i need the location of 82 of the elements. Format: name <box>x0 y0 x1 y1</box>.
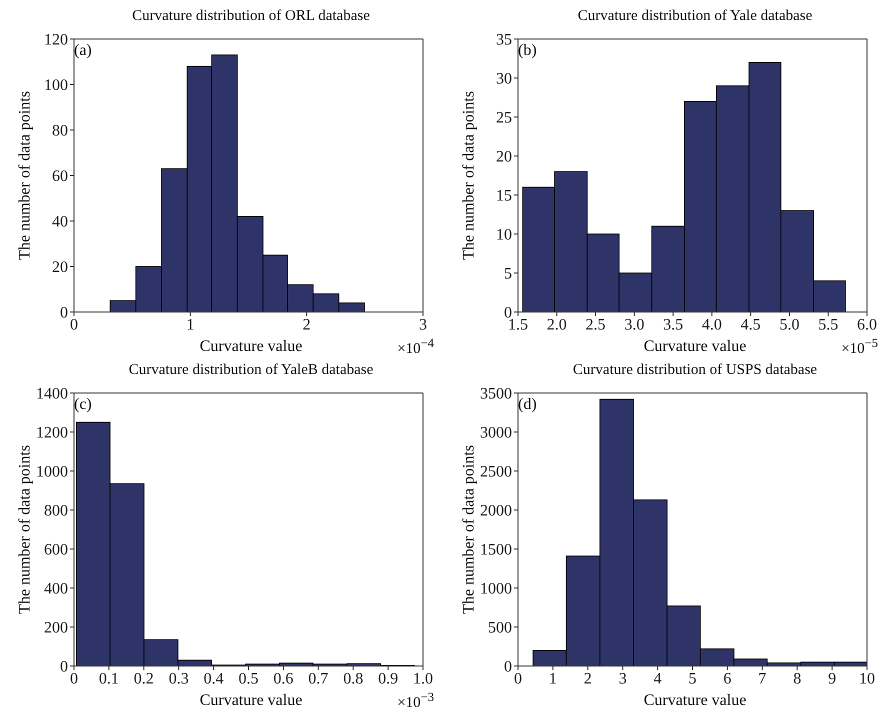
x-tick-label: 7 <box>758 670 766 688</box>
x-tick-label: 2.5 <box>586 316 606 334</box>
x-tick-label: 6.0 <box>857 316 877 334</box>
y-tick-label: 0 <box>60 304 68 322</box>
chart-title: Curvature distribution of Yale database <box>576 8 814 26</box>
y-tick-label: 800 <box>44 502 68 520</box>
text: ×10$^{−3}$ <box>397 690 434 712</box>
chart-title: Curvature distribution of USPS database <box>572 362 818 380</box>
y-tick-label: 100 <box>44 77 68 94</box>
x-axis-title: Curvature value <box>644 338 746 355</box>
x-tick-label: 0.1 <box>98 670 119 688</box>
y-tick-label: 20 <box>52 259 68 276</box>
y-tick-label: 1400 <box>36 386 68 403</box>
y-tick-label: 1200 <box>36 424 68 442</box>
x-axis-title: Curvature value <box>200 338 302 355</box>
x-tick-label: 0.3 <box>168 670 189 688</box>
x-tick-label: 0.2 <box>134 670 154 688</box>
x-tick-label: 5.5 <box>818 316 838 334</box>
x-tick-label: 0.7 <box>308 670 328 688</box>
x-tick-label: 6 <box>723 670 732 688</box>
y-axis-title: The number of data points <box>16 445 34 614</box>
x-axis-title: Curvature value <box>642 692 748 710</box>
x-tick-label: 0.4 <box>204 670 224 688</box>
y-tick-label: 1000 <box>36 464 68 481</box>
x-tick-label: 0.9 <box>378 670 398 688</box>
annotation: (b) <box>518 42 537 60</box>
x-tick-label: 0.5 <box>238 670 258 688</box>
y-axis-title: The number of data points <box>460 445 478 614</box>
y-tick-label: 80 <box>52 122 68 140</box>
x-tick-label: 4 <box>654 670 662 688</box>
x-tick-label: 5.0 <box>779 316 800 334</box>
x-tick-label: 3 <box>419 316 427 334</box>
y-tick-label: 0 <box>60 658 68 676</box>
y-tick-label: 5 <box>504 266 512 283</box>
y-tick-label: 200 <box>44 620 68 637</box>
y-tick-label: 120 <box>44 32 68 49</box>
x-tick-label: 8 <box>793 670 802 688</box>
x-tick-label: 1 <box>186 316 194 334</box>
x-tick-label: 0.6 <box>273 670 294 688</box>
x-tick-label: 9 <box>828 670 836 688</box>
y-tick-label: 10 <box>496 226 512 244</box>
y-tick-label: 1000 <box>480 580 512 598</box>
y-tick-label: 20 <box>496 148 512 166</box>
y-tick-label: 3500 <box>480 386 512 403</box>
x-tick-label: 2 <box>584 670 592 688</box>
y-tick-label: 1500 <box>480 542 512 559</box>
y-tick-label: 25 <box>496 110 512 127</box>
y-tick-label: 30 <box>496 70 512 88</box>
y-tick-label: 35 <box>496 32 512 49</box>
text: ×10$^{−5}$ <box>841 336 878 358</box>
y-tick-label: 40 <box>52 214 68 231</box>
x-tick-label: 2 <box>302 316 311 334</box>
x-axis-title: Curvature value <box>200 692 302 709</box>
x-tick-label: 1.0 <box>413 670 433 688</box>
y-tick-label: 500 <box>488 620 512 637</box>
x-tick-label: 1 <box>548 670 557 688</box>
y-tick-label: 400 <box>44 580 68 598</box>
y-tick-label: 60 <box>52 168 68 186</box>
y-tick-label: 2000 <box>480 502 512 520</box>
x-tick-label: 4.0 <box>702 316 722 334</box>
annotation: (d) <box>518 396 537 414</box>
y-tick-label: 2500 <box>480 464 512 481</box>
annotation: (c) <box>74 396 92 414</box>
x-tick-label: 3 <box>618 670 627 688</box>
chart-title: Curvature distribution of ORL database <box>131 8 371 26</box>
x-tick-label: 2.0 <box>546 316 567 334</box>
annotation: (a) <box>74 42 92 60</box>
y-tick-label: 15 <box>496 188 512 205</box>
y-axis-title: The number of data points <box>16 91 34 260</box>
y-tick-label: 3000 <box>480 424 512 442</box>
y-tick-label: 0 <box>504 658 512 676</box>
x-tick-label: 5 <box>688 670 696 688</box>
x-tick-label: 1.5 <box>508 316 528 334</box>
text: ×10$^{−4}$ <box>397 336 434 358</box>
y-tick-label: 600 <box>44 542 68 559</box>
chart-title: Curvature distribution of YaleB database <box>128 362 374 380</box>
x-tick-label: 0.8 <box>343 670 364 688</box>
y-axis-title: The number of data points <box>460 91 478 260</box>
x-tick-label: 3.0 <box>624 316 644 334</box>
x-tick-label: 4.5 <box>740 316 761 334</box>
x-tick-label: 3.5 <box>663 316 684 334</box>
x-tick-label: 10 <box>859 670 875 688</box>
